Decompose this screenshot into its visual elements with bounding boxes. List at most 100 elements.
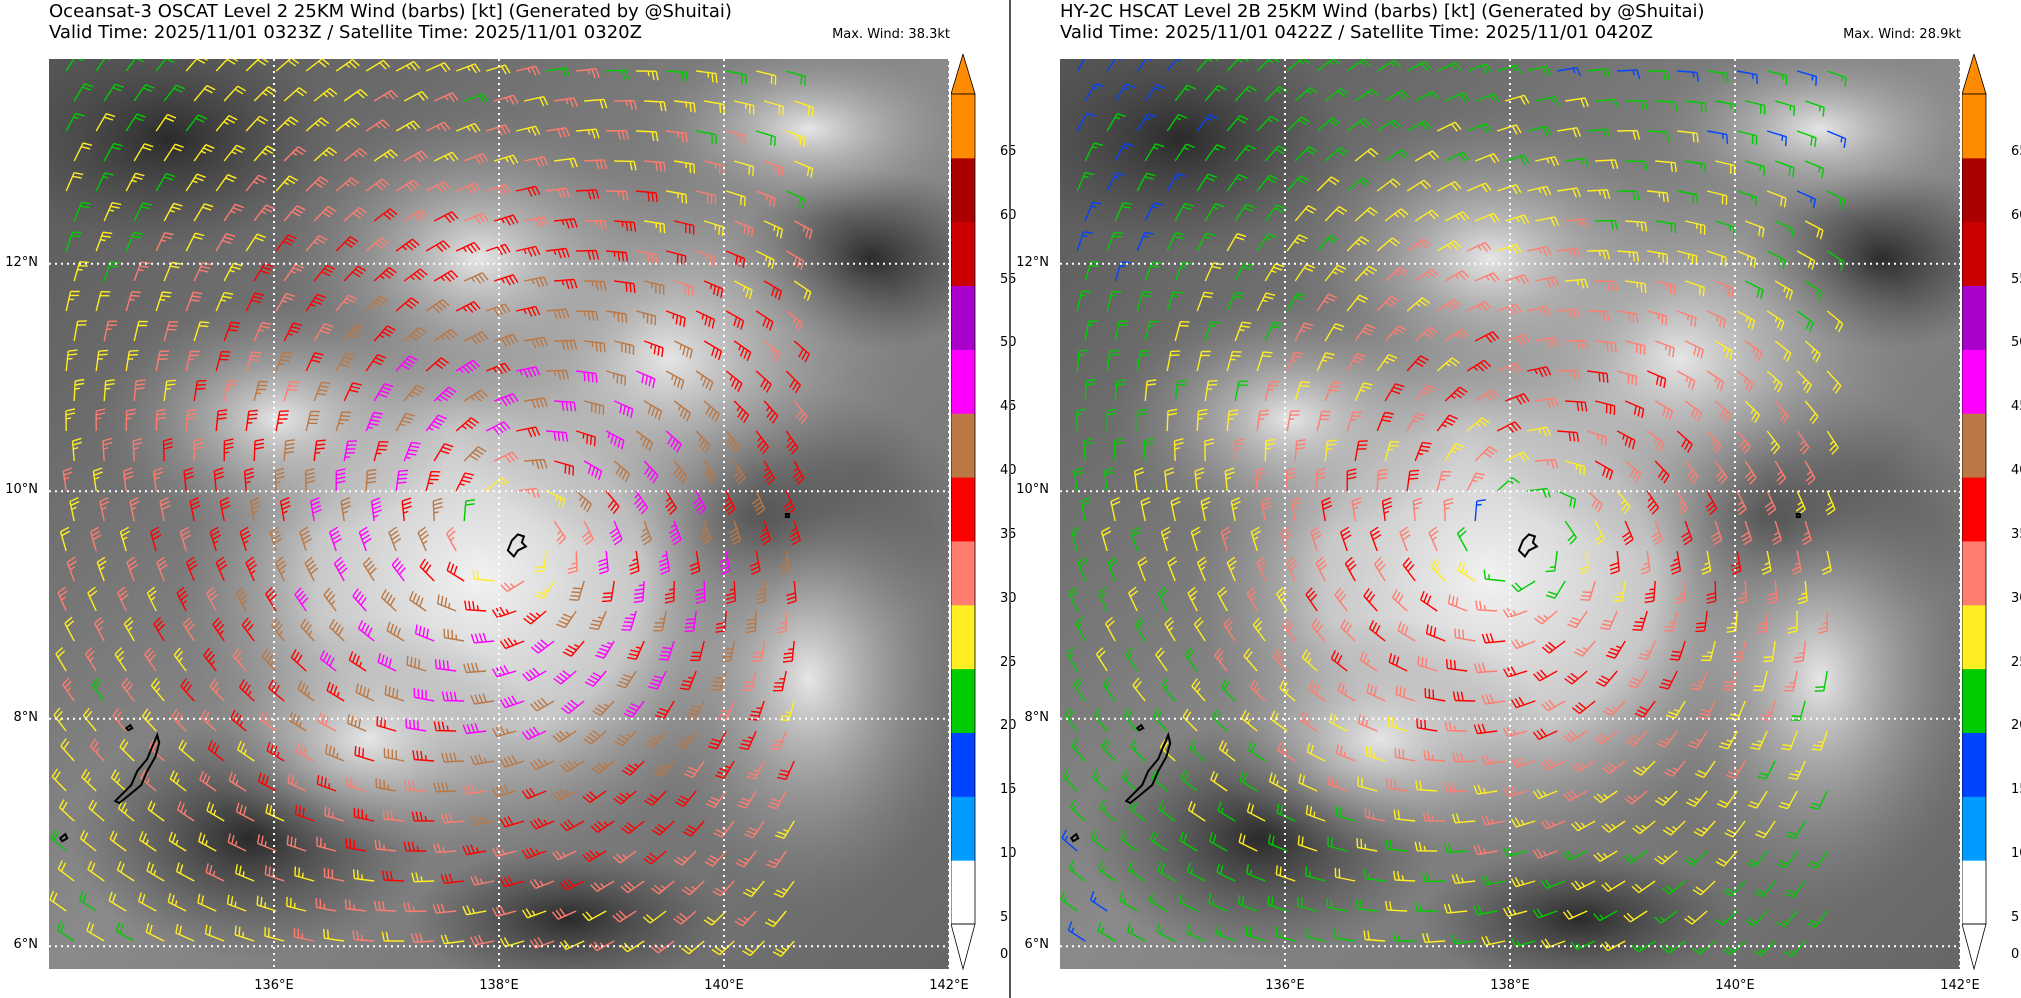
wind-barb xyxy=(125,291,142,312)
wind-barb xyxy=(725,430,740,455)
wind-barb xyxy=(1601,820,1626,833)
wind-barb xyxy=(1766,430,1780,455)
wind-barb xyxy=(1264,321,1283,342)
wind-barb xyxy=(1196,114,1218,132)
wind-barb xyxy=(340,497,352,522)
wind-barb xyxy=(1076,172,1095,192)
wind-barb xyxy=(1194,467,1205,492)
wind-barb xyxy=(1264,204,1286,222)
wind-barb xyxy=(1395,685,1416,702)
wind-barb xyxy=(792,460,805,486)
wind-barb xyxy=(1616,430,1636,450)
wind-barb xyxy=(79,829,97,852)
wind-barb xyxy=(620,880,645,894)
wind-barb xyxy=(1157,586,1168,612)
wind-barb xyxy=(1510,877,1536,888)
wind-barb xyxy=(1414,326,1438,342)
colorbar-tick-label: 25 xyxy=(2011,654,2021,670)
wind-barb xyxy=(673,400,692,422)
wind-barb xyxy=(185,173,206,192)
wind-barb xyxy=(1272,648,1288,672)
wind-barb xyxy=(155,408,167,432)
wind-barb xyxy=(653,610,667,632)
wind-barb xyxy=(155,232,174,252)
wind-barb xyxy=(374,839,397,852)
wind-barb xyxy=(1275,926,1296,942)
wind-barb xyxy=(1286,175,1309,192)
wind-barb xyxy=(546,187,570,199)
wind-barb xyxy=(234,925,255,942)
wind-barb xyxy=(1473,905,1498,916)
wind-barb xyxy=(1647,70,1670,81)
wind-barb xyxy=(175,923,195,942)
wind-barb xyxy=(1631,880,1656,894)
wind-barb xyxy=(1681,520,1693,546)
colorbar-bin xyxy=(951,732,975,797)
wind-barb xyxy=(756,70,777,85)
wind-barb xyxy=(1593,790,1618,804)
colorbar-extend-bottom xyxy=(1962,923,1987,971)
wind-barb xyxy=(1157,861,1176,882)
wind-barb xyxy=(764,100,785,116)
colorbar-bin xyxy=(1962,94,1986,159)
wind-barb xyxy=(253,438,265,462)
wind-barb xyxy=(1757,610,1768,634)
wind-barb xyxy=(755,250,775,270)
wind-barb xyxy=(1297,835,1318,852)
wind-barb xyxy=(1785,820,1806,839)
wind-barb xyxy=(373,89,399,102)
wind-barb xyxy=(73,320,87,342)
wind-barb xyxy=(1250,526,1261,552)
wind-barb xyxy=(403,268,428,282)
wind-barb xyxy=(1346,236,1370,252)
wind-barb xyxy=(699,520,712,546)
wind-barb xyxy=(1406,120,1432,132)
wind-barb xyxy=(275,175,298,192)
wind-barb xyxy=(1114,261,1131,282)
lat-tick-label: 10°N xyxy=(1016,482,1049,498)
wind-barb xyxy=(1625,220,1648,232)
wind-barb xyxy=(1354,207,1378,222)
wind-barb xyxy=(365,411,383,432)
wind-barb xyxy=(156,556,168,582)
wind-barb xyxy=(86,921,105,942)
wind-barb xyxy=(441,752,465,763)
wind-barb xyxy=(1451,813,1476,824)
wind-barb xyxy=(463,212,489,225)
island-yap-coastline xyxy=(1517,533,1539,559)
wind-barb xyxy=(275,116,299,132)
wind-barb xyxy=(1721,670,1738,691)
wind-barb xyxy=(1504,154,1530,165)
wind-barb xyxy=(313,206,337,222)
wind-barb xyxy=(772,940,795,957)
wind-barb xyxy=(1368,619,1386,642)
wind-barb xyxy=(395,412,415,432)
wind-barb xyxy=(621,760,645,776)
wind-barb xyxy=(650,940,675,954)
coastlines xyxy=(1069,513,1801,843)
wind-barb xyxy=(1268,834,1288,852)
wind-barb xyxy=(1481,875,1506,886)
panel-title: HY-2C HSCAT Level 2B 25KM Wind (barbs) [… xyxy=(1060,1,1705,22)
wind-barb xyxy=(403,384,425,402)
wind-barb xyxy=(1444,92,1470,103)
wind-barb xyxy=(425,470,441,492)
wind-barb xyxy=(116,861,135,882)
wind-barb xyxy=(102,437,113,462)
wind-barb xyxy=(643,460,659,484)
wind-barb xyxy=(516,65,541,76)
wind-barb xyxy=(569,580,585,601)
wind-barb xyxy=(352,930,375,942)
wind-barb xyxy=(352,588,367,612)
wind-barb xyxy=(1502,785,1528,798)
wind-barb xyxy=(326,681,345,702)
wind-barb xyxy=(1565,97,1589,108)
wind-barb xyxy=(1384,900,1408,912)
wind-barb xyxy=(576,68,600,79)
wind-barb xyxy=(1775,100,1796,116)
colorbar-tick-label: 10 xyxy=(2011,846,2021,862)
wind-barb xyxy=(491,846,517,857)
wind-barb xyxy=(1305,587,1318,612)
wind-barb xyxy=(1774,400,1790,424)
wind-barb xyxy=(245,115,269,132)
